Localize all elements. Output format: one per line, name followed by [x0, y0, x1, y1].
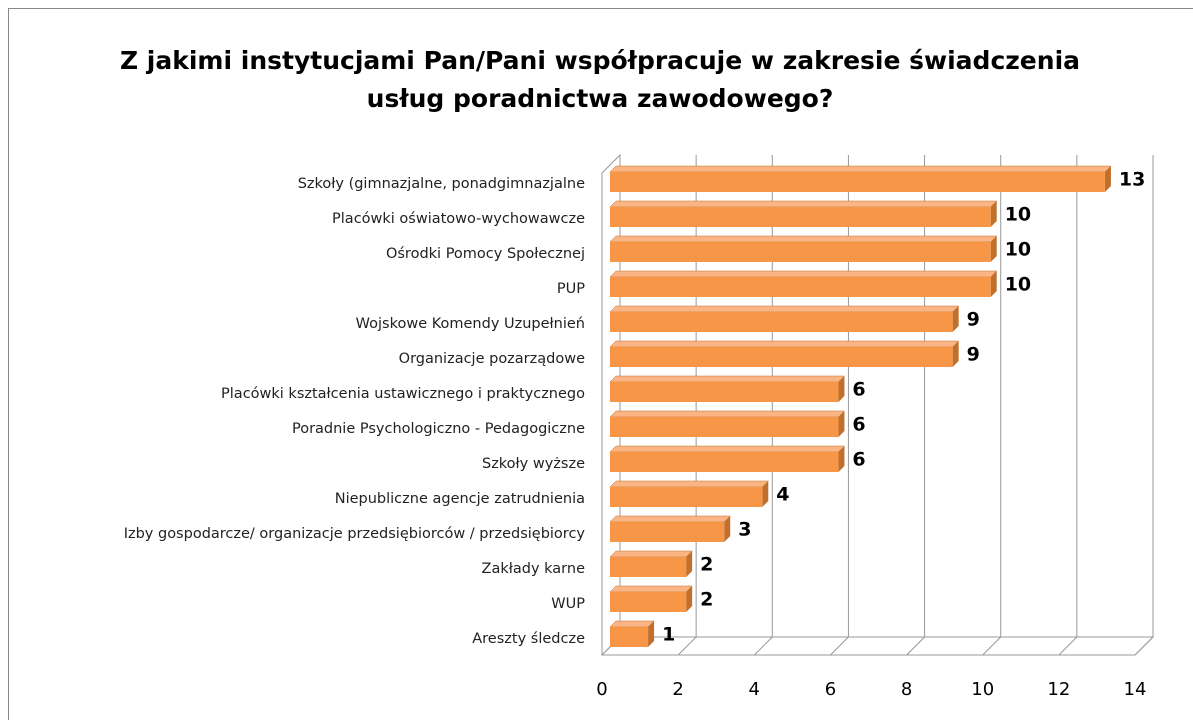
- x-tick-label: 2: [672, 679, 683, 700]
- value-label: 3: [738, 519, 751, 541]
- y-tick-label: Wojskowe Komendy Uzupełnień: [356, 316, 585, 332]
- bar: [610, 557, 686, 577]
- grid-line: [602, 155, 620, 655]
- x-tick-label: 14: [1124, 679, 1147, 700]
- x-tick-label: 12: [1047, 679, 1070, 700]
- y-tick-label: Izby gospodarcze/ organizacje przedsiębi…: [124, 526, 586, 542]
- grid-line: [1059, 155, 1077, 655]
- bar-top: [610, 341, 959, 347]
- value-label: 6: [852, 449, 865, 471]
- value-label: 10: [1005, 204, 1031, 226]
- bar: [610, 417, 838, 437]
- value-label: 6: [852, 414, 865, 436]
- bar-top: [610, 621, 654, 627]
- value-label: 9: [967, 309, 980, 331]
- bar-top: [610, 411, 844, 417]
- bar-top: [610, 166, 1111, 172]
- bar: [610, 172, 1105, 192]
- x-tick-label: 10: [971, 679, 994, 700]
- grid-line: [907, 155, 925, 655]
- y-tick-label: Poradnie Psychologiczno - Pedagogiczne: [292, 421, 585, 437]
- y-tick-label: Niepubliczne agencje zatrudnienia: [335, 491, 585, 507]
- bar: [610, 592, 686, 612]
- bar: [610, 452, 838, 472]
- y-tick-label: Placówki oświatowo-wychowawcze: [332, 211, 585, 227]
- bar-top: [610, 271, 997, 277]
- bar: [610, 627, 648, 647]
- chart-title: Z jakimi instytucjami Pan/Pani współprac…: [120, 46, 1080, 75]
- bar-top: [610, 481, 768, 487]
- bar: [610, 522, 724, 542]
- bar-top: [610, 376, 844, 382]
- value-label: 6: [852, 379, 865, 401]
- value-label: 1: [662, 624, 675, 646]
- value-label: 4: [776, 484, 789, 506]
- x-tick-label: 6: [825, 679, 836, 700]
- back-wall: [602, 155, 620, 655]
- grid-line: [983, 155, 1001, 655]
- grid-line: [678, 155, 696, 655]
- y-tick-label: Areszty śledcze: [472, 631, 585, 647]
- bar-top: [610, 236, 997, 242]
- value-label: 2: [700, 589, 713, 611]
- bar: [610, 207, 991, 227]
- bar: [610, 277, 991, 297]
- y-tick-label: PUP: [557, 281, 585, 297]
- y-tick-label: Szkoły (gimnazjalne, ponadgimnazjalne: [298, 176, 585, 192]
- bar: [610, 312, 953, 332]
- value-label: 13: [1119, 169, 1145, 191]
- x-tick-label: 0: [596, 679, 607, 700]
- bar-top: [610, 306, 959, 312]
- value-label: 2: [700, 554, 713, 576]
- value-label: 9: [967, 344, 980, 366]
- bar-top: [610, 516, 730, 522]
- y-tick-label: Szkoły wyższe: [482, 456, 585, 472]
- y-tick-label: Zakłady karne: [482, 561, 586, 577]
- x-tick-label: 8: [901, 679, 912, 700]
- chart-title: usług poradnictwa zawodowego?: [367, 84, 834, 113]
- bar-top: [610, 446, 844, 452]
- grid-line: [830, 155, 848, 655]
- y-tick-label: WUP: [551, 596, 585, 612]
- x-tick-label: 4: [749, 679, 760, 700]
- floor: [602, 637, 1153, 655]
- y-tick-label: Organizacje pozarządowe: [399, 351, 585, 367]
- y-tick-label: Placówki kształcenia ustawicznego i prak…: [221, 386, 585, 402]
- chart-border: [9, 9, 1193, 721]
- bar-top: [610, 201, 997, 207]
- bar: [610, 487, 762, 507]
- bar-top: [610, 551, 692, 557]
- value-label: 10: [1005, 239, 1031, 261]
- bar: [610, 382, 838, 402]
- grid-line: [1135, 155, 1153, 655]
- bar-top: [610, 586, 692, 592]
- value-label: 10: [1005, 274, 1031, 296]
- grid-line: [754, 155, 772, 655]
- bar: [610, 242, 991, 262]
- bar: [610, 347, 953, 367]
- y-tick-label: Ośrodki Pomocy Społecznej: [386, 246, 585, 262]
